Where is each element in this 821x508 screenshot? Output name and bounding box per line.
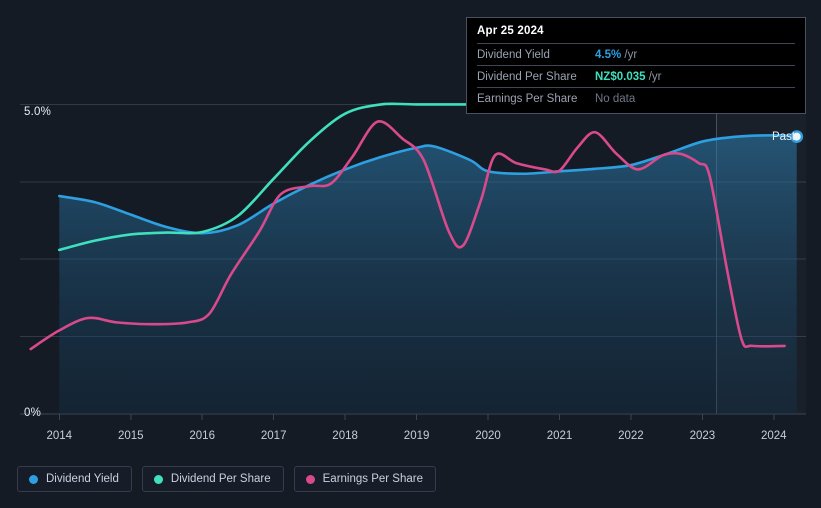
legend-color-dot-icon: [305, 474, 315, 484]
series-line-earnings-per-share[interactable]: [29, 120, 786, 351]
tooltip-row-label: Dividend Yield: [477, 48, 550, 61]
tooltip-row-value: NZ$0.035 /yr: [595, 70, 662, 83]
legend-item-dividend-per-share[interactable]: Dividend Per Share: [141, 466, 284, 492]
legend-color-dot-icon: [29, 474, 38, 484]
x-axis-label-2024: 2024: [761, 430, 787, 442]
x-axis-label-2023: 2023: [689, 430, 716, 442]
x-axis-label-2016: 2016: [189, 430, 215, 442]
x-axis-labels: 2014 2015 2016 2017 2018 2019 2020 2021 2022 2023…: [0, 430, 821, 450]
area-fill-dividend-yield: [59, 135, 797, 415]
endpoint-marker-dividend-yield[interactable]: [790, 130, 804, 144]
chart-series-group: [29, 102, 799, 415]
x-axis-label-2015: 2015: [118, 430, 144, 442]
tooltip-date: Apr 25 2024: [477, 25, 544, 37]
legend-item-earnings-per-share[interactable]: Earnings Per Share: [293, 466, 436, 492]
tooltip-row-dividend-yield: Dividend Yield 4.5% /yr: [477, 43, 795, 65]
x-axis-label-2017: 2017: [260, 430, 287, 442]
legend-item-label: Earnings Per Share: [322, 473, 423, 485]
tooltip-row-label: Earnings Per Share: [477, 92, 578, 105]
y-axis-label-top: 5.0%: [24, 106, 52, 118]
chart-x-ticks: [58, 414, 775, 420]
tooltip-row-value: No data: [595, 92, 636, 105]
tooltip-row-earnings-per-share: Earnings Per Share No data: [477, 87, 795, 109]
tooltip-row-dividend-per-share: Dividend Per Share NZ$0.035 /yr: [477, 65, 795, 87]
x-axis-label-2019: 2019: [403, 430, 430, 442]
chart-legend[interactable]: Dividend Yield Dividend Per Share Earnings…: [17, 466, 436, 492]
x-axis-label-2020: 2020: [475, 430, 501, 442]
x-axis-label-2018: 2018: [332, 430, 358, 442]
legend-color-dot-icon: [153, 474, 163, 484]
tooltip-row-value: 4.5% /yr: [595, 48, 638, 61]
tooltip-row-label: Dividend Per Share: [477, 70, 577, 83]
x-axis-label-2022: 2022: [618, 430, 644, 442]
chart-tooltip: Apr 25 2024 Dividend Yield 4.5% /yr Divide…: [466, 17, 806, 114]
x-axis-label-2014: 2014: [46, 430, 73, 442]
legend-item-label: Dividend Yield: [46, 473, 119, 485]
past-period-label: Past: [772, 131, 796, 143]
legend-item-label: Dividend Per Share: [170, 473, 271, 485]
tooltip-rows: Dividend Yield 4.5% /yr Dividend Per Share…: [477, 43, 795, 109]
legend-item-dividend-yield[interactable]: Dividend Yield: [17, 466, 132, 492]
x-axis-label-2021: 2021: [546, 430, 573, 442]
y-axis-label-bottom: 0%: [24, 407, 42, 419]
